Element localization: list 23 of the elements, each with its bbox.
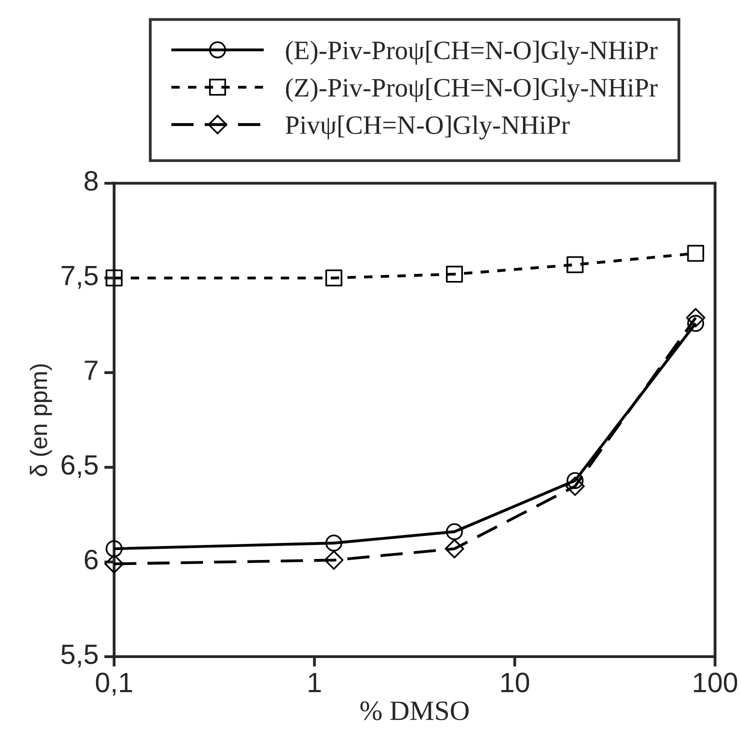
point [446, 266, 463, 283]
y-tick-label: 7 [84, 360, 98, 380]
point [565, 476, 585, 496]
legend-label: Pivψ[CH=N-O]Gly-NHiPr [286, 115, 570, 140]
y-tick-label: 6 [84, 550, 98, 570]
x-axis-title: % DMSO [360, 701, 469, 720]
y-tick-label: 6,5 [62, 455, 98, 478]
point [325, 269, 342, 286]
x-tick-label: 100 [694, 672, 738, 692]
point [687, 244, 704, 262]
x-tick-label: 1 [308, 672, 321, 692]
point [324, 550, 344, 570]
y-tick-label: 5,5 [61, 644, 98, 668]
point [686, 308, 706, 328]
y-axis-title: δ (en ppm) [30, 364, 52, 476]
point [444, 539, 464, 558]
legend-label: (E)-Piv-Proψ[CH=N-O]Gly-NHiPr [286, 40, 658, 65]
legend-label: (Z)-Piv-Proψ[CH=N-O]Gly-NHiPr [286, 78, 658, 102]
y-tick-label: 8 [84, 171, 98, 191]
point [566, 256, 584, 274]
x-tick-label: 10 [501, 672, 530, 692]
x-tick-label: 0,1 [96, 672, 132, 696]
y-tick-label: 7,5 [62, 266, 98, 289]
